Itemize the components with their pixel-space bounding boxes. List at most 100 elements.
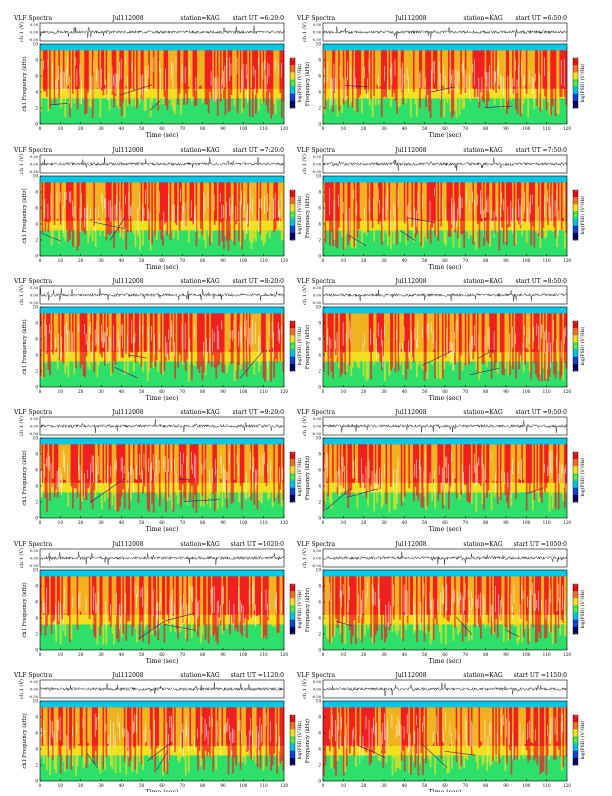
trace-tick-label: 0.00 [30, 294, 39, 298]
y-tick-label: 2 [35, 632, 38, 637]
spectrogram-column [96, 182, 98, 228]
spectrogram-column [503, 444, 505, 491]
spectrogram-column [395, 707, 397, 771]
spectrogram-column [54, 50, 56, 105]
x-tick-label: 20 [78, 126, 84, 131]
spectrogram-speckle [191, 452, 192, 470]
x-tick-label: 60 [159, 652, 165, 657]
spectrogram-column [335, 444, 337, 487]
spectrogram-column [156, 313, 158, 360]
spectrogram-column [48, 50, 50, 111]
spectrogram-column [469, 707, 471, 752]
x-tick-label: 90 [220, 520, 226, 525]
spectrogram-column [261, 444, 263, 503]
spectrogram-column [530, 444, 532, 483]
spectrogram-column [344, 50, 346, 101]
spectrogram-speckle [372, 727, 373, 750]
spectrogram-speckle [66, 735, 67, 755]
spectrogram-speckle [561, 465, 562, 479]
spectrogram-column [451, 50, 453, 118]
spectrogram-column [559, 50, 561, 97]
spectrogram-speckle [63, 205, 64, 233]
spectrogram-speckle [269, 205, 270, 222]
spectrogram-column [49, 576, 51, 616]
spectrogram-speckle [492, 605, 493, 622]
spectrogram-speckle [447, 584, 448, 611]
x-tick-label: 40 [402, 389, 408, 394]
spectrogram-speckle [456, 69, 457, 94]
spectrogram-column [419, 576, 421, 630]
spectrogram-column [468, 707, 470, 744]
spectrogram-speckle [96, 465, 97, 489]
y-tick-label: 6 [318, 468, 321, 473]
x-tick-label: 40 [119, 126, 125, 131]
spectrogram-column [199, 182, 201, 238]
spectrogram-column [445, 313, 447, 357]
spectrogram-speckle [206, 338, 207, 365]
trace-y-label: ch 1 (V) [301, 154, 308, 174]
spectrogram-column [373, 50, 375, 96]
spectrogram-speckle [71, 191, 72, 203]
spectrogram-speckle [541, 324, 542, 338]
panel-date: Jul112008 [394, 147, 426, 154]
spectrogram-column [537, 50, 539, 105]
spectrogram-column [335, 50, 337, 104]
spectrogram-speckle [436, 341, 437, 351]
spectrogram-column [506, 313, 508, 359]
spectrogram-column [518, 444, 520, 479]
spectrogram-column [553, 50, 555, 85]
spectrogram-speckle [241, 604, 242, 613]
spectrogram-column [524, 576, 526, 629]
spectrogram-speckle [194, 454, 195, 478]
spectrogram-speckle [80, 65, 81, 77]
spectrogram-column [177, 444, 179, 503]
spectrogram-column [555, 50, 557, 116]
spectrogram-speckle [247, 338, 248, 355]
spectrogram-speckle [93, 60, 94, 72]
spectrogram-speckle [61, 337, 62, 360]
spectrogram-column [402, 576, 404, 641]
colorbar-segment [573, 204, 578, 211]
spectrogram-speckle [86, 334, 87, 345]
spectrogram-speckle [511, 594, 512, 611]
x-tick-label: 110 [260, 258, 268, 263]
spectrogram-column [138, 50, 140, 90]
spectrogram-column [215, 707, 217, 769]
spectrogram-column [410, 444, 412, 482]
spectrogram-column [447, 182, 449, 219]
spectrogram-column [278, 444, 280, 503]
spectrogram-speckle [221, 586, 222, 606]
colorbar-segment [290, 335, 295, 342]
spectrogram-column [81, 576, 83, 624]
spectrogram-speckle [483, 210, 484, 237]
spectrogram-speckle [199, 600, 200, 616]
spectrogram-column [450, 576, 452, 615]
colorbar-tick-label: -6 [574, 476, 577, 480]
x-tick-label: 0 [322, 520, 325, 525]
spectrogram-column [269, 707, 271, 755]
colorbar-tick-label: -5 [291, 451, 294, 455]
spectrogram-speckle [150, 730, 151, 751]
spectrogram-speckle [128, 472, 129, 489]
spectrogram-column [132, 50, 134, 106]
trace-tick-label: 0.50 [313, 417, 322, 421]
spectrogram-column [325, 313, 327, 352]
spectrogram-speckle [346, 333, 347, 345]
x-tick-label: 60 [442, 258, 448, 263]
spectrogram-column [211, 313, 213, 367]
trace-tick-label: 0.00 [313, 688, 322, 692]
spectrogram-column [168, 576, 170, 623]
spectrogram-column [547, 576, 549, 613]
spectrogram-speckle [165, 69, 166, 90]
spectrogram-speckle [390, 606, 391, 624]
spectrogram-speckle [454, 202, 455, 230]
spectrogram-speckle [465, 716, 466, 741]
y-axis-label: Frequency (kHz) [304, 456, 311, 500]
spectrogram-column [370, 576, 372, 637]
spectrogram-column [346, 576, 348, 623]
spectrogram-speckle [381, 329, 382, 345]
spectrogram-column [389, 707, 391, 747]
spectrogram-column [413, 313, 415, 362]
x-axis-label: Time (sec) [146, 395, 179, 402]
